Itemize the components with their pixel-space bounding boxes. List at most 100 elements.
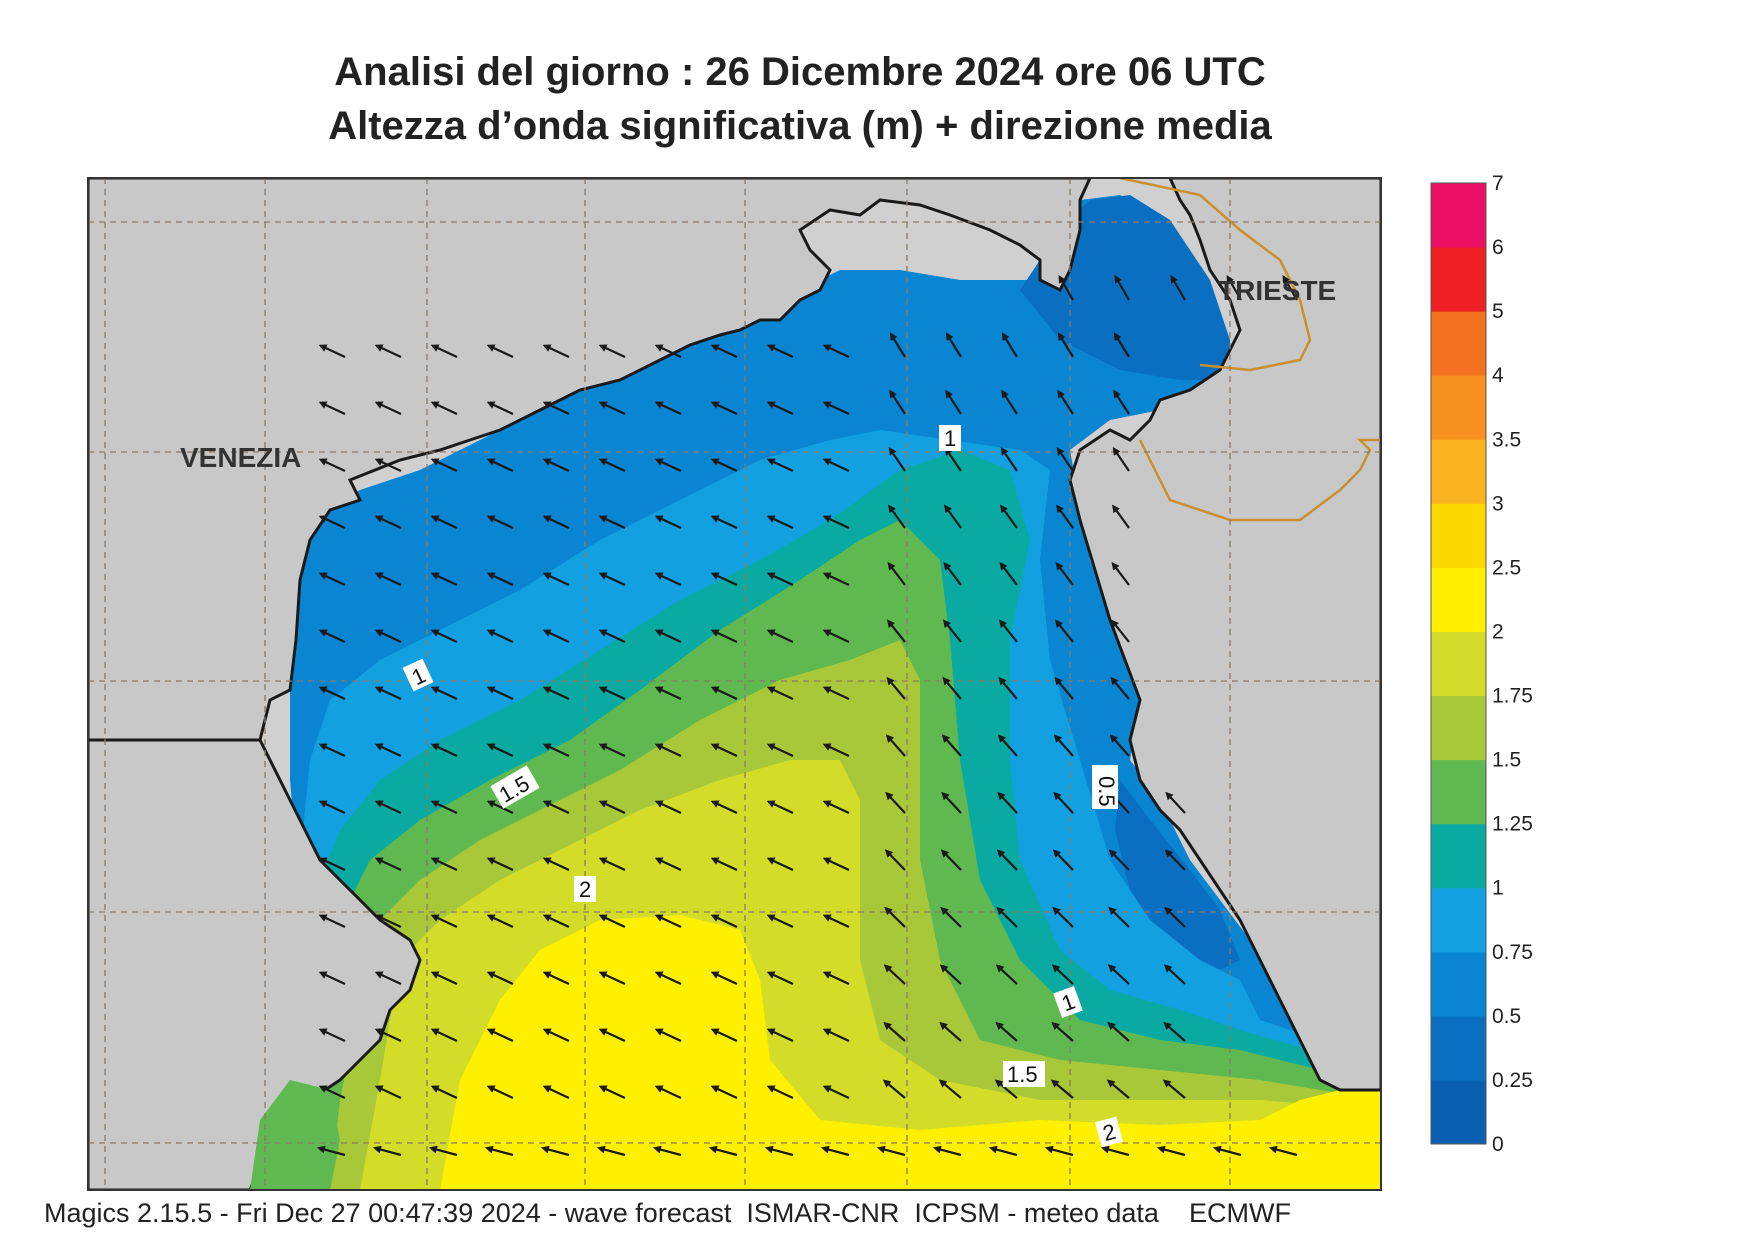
wave-arrow [710,515,738,529]
wave-arrow [1057,389,1074,415]
wave-arrow [766,401,794,415]
wave-arrow [654,458,682,472]
wave-arrow [598,971,626,985]
wave-arrow [766,743,794,757]
wave-arrow [654,914,682,928]
wave-arrow [486,686,514,700]
wave-arrow [766,1085,794,1099]
wave-arrow [598,629,626,643]
wave-arrow [318,344,346,358]
wave-arrow [1051,1021,1074,1042]
wave-arrow [374,971,402,985]
wave-arrow [654,1085,682,1099]
wave-arrow [1054,676,1074,700]
wave-arrow [1109,734,1130,757]
wave-arrow [598,800,626,814]
wave-arrow [374,743,402,757]
wave-arrow [1110,619,1130,643]
wave-arrow [654,686,682,700]
wave-arrow [1108,906,1130,928]
colorbar-tick-label: 1 [1492,877,1504,900]
wave-arrow [884,849,906,871]
wave-arrow [486,401,514,415]
wave-arrow [710,800,738,814]
wave-arrow [1106,1079,1130,1099]
wave-arrow [944,504,962,529]
sea-patch-south [250,1080,340,1190]
wave-arrow [1107,964,1130,985]
map-frame [87,177,1382,1191]
wave-arrow [654,971,682,985]
wave-arrow [766,914,794,928]
wave-arrow [1045,1145,1074,1157]
wave-arrow [542,857,570,871]
wave-arrow [943,561,962,586]
wave-arrow [1226,274,1242,301]
wave-arrow [486,458,514,472]
wave-arrow [1053,734,1074,757]
colorbar-tick-label: 0.75 [1492,941,1533,964]
colorbar-tick-label: 0.25 [1492,1069,1533,1092]
wave-arrow [1055,561,1074,586]
wave-arrow [598,515,626,529]
wave-arrow [1057,332,1074,358]
wave-arrow [886,676,906,700]
wave-arrow [1113,332,1130,358]
wave-arrow [884,906,906,928]
wave-arrow [486,1085,514,1099]
wave-arrow [939,1021,962,1042]
wave-arrow [374,458,402,472]
wave-arrow [598,401,626,415]
colorbar-tick-label: 5 [1492,300,1504,323]
colorbar-tick-label: 7 [1492,172,1504,195]
wave-arrow [430,458,458,472]
wave-arrow [710,1028,738,1042]
wave-arrow [766,515,794,529]
wave-arrow [888,447,906,472]
wave-arrow [486,971,514,985]
wave-arrow [374,572,402,586]
wave-arrow [374,629,402,643]
wave-arrow [654,572,682,586]
colorbar-tick-label: 3.5 [1492,428,1521,451]
wave-arrow [766,629,794,643]
wave-arrow [938,1079,962,1099]
wave-arrow [1056,447,1074,472]
wave-arrow [486,1028,514,1042]
wave-arrow [374,515,402,529]
colorbar-tick-label: 0 [1492,1133,1504,1156]
map-title: Analisi del giorno : 26 Dicembre 2024 or… [334,50,1266,94]
wave-arrow [766,344,794,358]
wave-arrow [541,1145,570,1157]
wave-arrow [318,401,346,415]
wave-arrow [945,332,962,358]
wave-arrow [1107,1021,1130,1042]
wave-arrow [654,800,682,814]
colorbar-tick-label: 0.5 [1492,1005,1521,1028]
wave-arrow [598,572,626,586]
wave-arrow [486,629,514,643]
wave-arrow [997,734,1018,757]
wave-arrow [542,515,570,529]
wave-arrow [542,344,570,358]
wave-arrow [710,857,738,871]
wave-arrow [430,515,458,529]
colorbar-swatch [1431,887,1486,953]
wave-arrow [999,561,1018,586]
wave-arrow [598,686,626,700]
wave-arrow [933,1145,962,1157]
wave-arrow [374,1085,402,1099]
wave-arrow [886,619,906,643]
wave-arrow [1054,619,1074,643]
wave-arrow [654,857,682,871]
wave-arrow [766,686,794,700]
wave-arrow [1108,849,1130,871]
border-line [1119,178,1381,522]
wave-arrow [822,572,850,586]
wave-arrow [1110,676,1130,700]
contour-label: 2 [579,877,591,902]
wave-arrow [318,1085,346,1099]
wave-arrow [430,1085,458,1099]
wave-arrow [654,743,682,757]
wave-arrow [430,971,458,985]
